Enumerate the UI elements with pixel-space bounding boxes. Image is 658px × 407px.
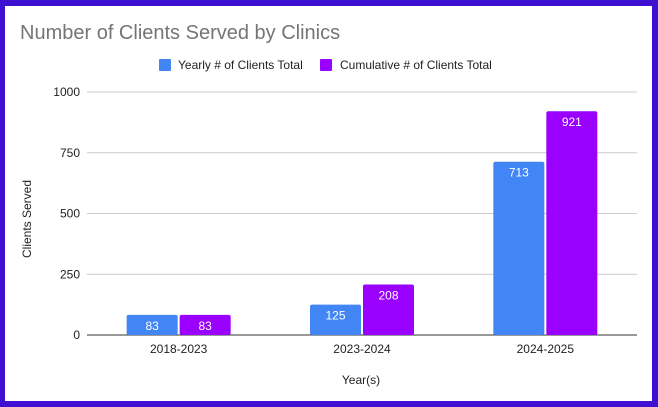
bar	[126, 314, 178, 335]
bar-value-label: 713	[509, 166, 529, 180]
y-axis-title: Clients Served	[20, 180, 34, 258]
legend: Yearly # of Clients Total Cumulative # o…	[159, 58, 492, 72]
bar	[363, 284, 414, 335]
bar	[546, 111, 598, 336]
y-tick-label: 750	[60, 146, 80, 160]
gridlines	[87, 91, 637, 336]
x-tick-label: 2018-2023	[150, 342, 208, 356]
bar-value-label: 83	[198, 319, 212, 333]
y-tick-label: 250	[60, 267, 80, 281]
legend-label-cumulative: Cumulative # of Clients Total	[340, 58, 492, 72]
bar-value-label: 125	[325, 309, 345, 323]
y-tick-label: 0	[73, 328, 80, 342]
y-tick-label: 500	[60, 207, 80, 221]
chart-title: Number of Clients Served by Clinics	[20, 22, 340, 44]
x-tick-label: 2023-2024	[333, 342, 391, 356]
x-axis-ticks: 2018-2023 2023-2024 2024-2025	[150, 342, 574, 356]
legend-swatch-cumulative	[320, 59, 332, 71]
x-tick-label: 2024-2025	[517, 342, 575, 356]
bars: 83 83 125 208 713 921	[126, 111, 598, 336]
y-axis-ticks: 0 250 500 750 1000	[53, 85, 80, 342]
bar-value-label: 921	[562, 115, 582, 129]
legend-swatch-yearly	[159, 59, 171, 71]
bar	[179, 314, 231, 335]
legend-label-yearly: Yearly # of Clients Total	[178, 58, 303, 72]
y-tick-label: 1000	[53, 85, 80, 99]
bar-value-label: 83	[145, 319, 159, 333]
bar-value-label: 208	[378, 288, 398, 302]
x-axis-title: Year(s)	[342, 373, 380, 387]
bar	[493, 161, 545, 335]
bar	[310, 304, 361, 335]
